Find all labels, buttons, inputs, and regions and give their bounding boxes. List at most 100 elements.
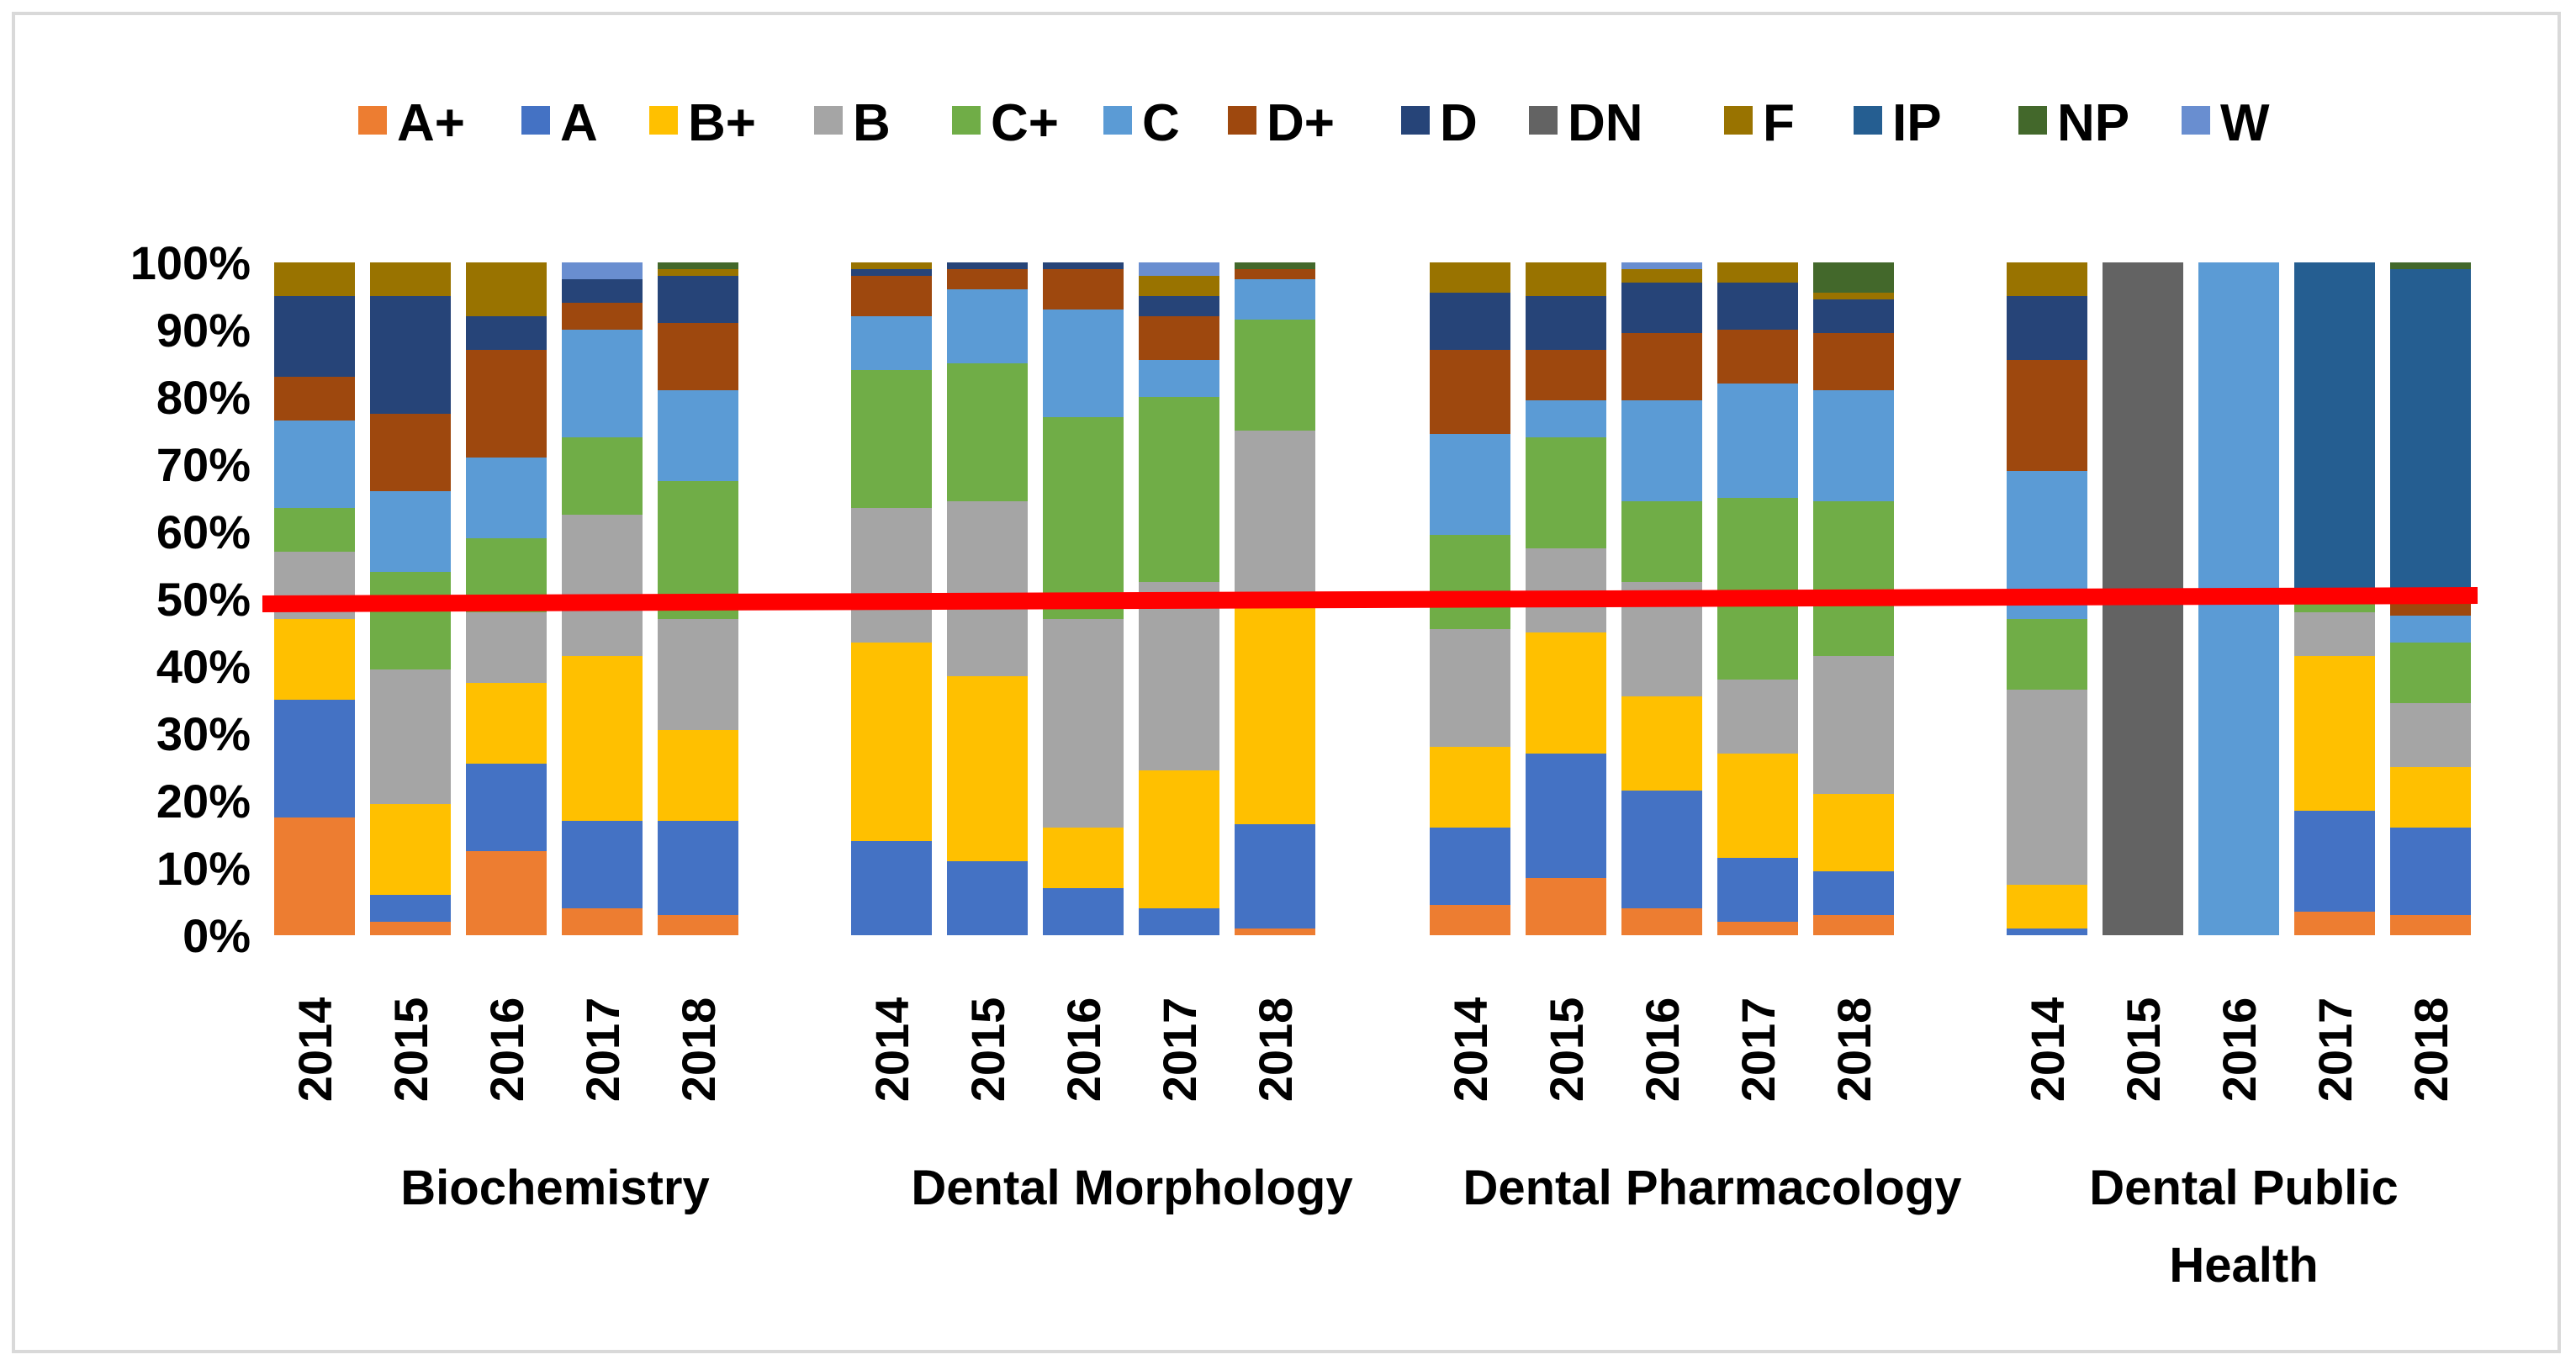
x-tick-label-year: 2017 [1153, 997, 1206, 1103]
bar-segment-dental-pharmacology-2016-W [1621, 262, 1702, 269]
bar-segment-dental-pharmacology-2014-A+ [1430, 905, 1510, 935]
bar-segment-dental-public-health-2018-C+ [2390, 643, 2471, 703]
bar-segment-dental-public-health-2014-F [2007, 262, 2087, 296]
legend-swatch-W [2182, 106, 2210, 135]
legend-swatch-B+ [649, 106, 678, 135]
legend-label-D+: D+ [1267, 94, 1335, 152]
bar-segment-dental-public-health-2017-B+ [2294, 656, 2375, 811]
bar-segment-dental-morphology-2018-C [1235, 279, 1315, 320]
bar-segment-dental-pharmacology-2018-NP [1813, 262, 1894, 293]
x-tick-label-year: 2014 [1444, 997, 1497, 1103]
bar-segment-dental-public-health-2014-B+ [2007, 885, 2087, 929]
bar-segment-dental-public-health-2014-B [2007, 690, 2087, 885]
bar-segment-dental-morphology-2016-B+ [1043, 828, 1124, 888]
y-tick-label: 20% [156, 775, 251, 828]
bar-segment-dental-public-health-2017-A+ [2294, 912, 2375, 935]
bar-segment-dental-pharmacology-2014-D [1430, 293, 1510, 350]
bar-segment-biochemistry-2017-W [562, 262, 643, 279]
bar-segment-dental-morphology-2014-D+ [851, 276, 932, 316]
bar-segment-dental-pharmacology-2015-B+ [1526, 632, 1606, 754]
x-tick-label-year: 2017 [2309, 997, 2362, 1103]
bar-segment-dental-public-health-2018-B+ [2390, 767, 2471, 828]
bar-segment-biochemistry-2018-C [658, 390, 738, 481]
x-tick-label-year: 2015 [961, 997, 1014, 1103]
bar-segment-dental-pharmacology-2017-A [1717, 858, 1798, 922]
bar-segment-biochemistry-2015-C+ [370, 572, 451, 669]
bar-segment-dental-public-health-2018-B [2390, 703, 2471, 767]
bar-segment-dental-morphology-2015-C+ [947, 363, 1028, 501]
y-tick-label: 0% [182, 909, 251, 962]
bar-segment-dental-morphology-2016-D [1043, 262, 1124, 269]
bar-segment-biochemistry-2015-A [370, 895, 451, 922]
bar-segment-dental-public-health-2018-NP [2390, 262, 2471, 269]
bar-segment-dental-public-health-2017-A [2294, 811, 2375, 912]
bar-segment-dental-morphology-2014-A [851, 841, 932, 935]
bar-segment-biochemistry-2016-A+ [466, 851, 547, 935]
bar-segment-dental-pharmacology-2017-D+ [1717, 330, 1798, 384]
bar-segment-dental-pharmacology-2018-B+ [1813, 794, 1894, 871]
bar-segment-dental-public-health-2018-C [2390, 616, 2471, 643]
bar-segment-dental-morphology-2015-D [947, 262, 1028, 269]
bar-segment-dental-pharmacology-2018-B [1813, 656, 1894, 794]
y-tick-label: 60% [156, 505, 251, 558]
bar-segment-dental-morphology-2018-A [1235, 824, 1315, 929]
legend-label-D: D [1440, 94, 1478, 152]
bar-segment-dental-pharmacology-2017-C+ [1717, 498, 1798, 680]
bar-segment-dental-morphology-2017-D+ [1139, 316, 1219, 360]
group-label: Dental Public [2089, 1161, 2398, 1215]
bar-segment-dental-morphology-2014-C+ [851, 370, 932, 508]
bar-segment-dental-morphology-2014-D [851, 269, 932, 276]
bar-segment-biochemistry-2018-B+ [658, 730, 738, 821]
x-tick-label-year: 2016 [1636, 997, 1689, 1103]
y-tick-label: 50% [156, 573, 251, 626]
bar-segment-dental-public-health-2018-A+ [2390, 915, 2471, 935]
x-tick-label-year: 2014 [288, 997, 341, 1103]
bar-segment-dental-pharmacology-2015-C [1526, 400, 1606, 437]
bar-segment-biochemistry-2016-C [466, 458, 547, 538]
bar-segment-dental-pharmacology-2015-C+ [1526, 437, 1606, 548]
bar-segment-biochemistry-2015-D [370, 296, 451, 414]
y-tick-label: 90% [156, 304, 251, 357]
bar-segment-biochemistry-2017-D+ [562, 303, 643, 330]
legend-swatch-F [1724, 106, 1753, 135]
bar-segment-dental-pharmacology-2015-D+ [1526, 350, 1606, 400]
bar-segment-biochemistry-2015-F [370, 262, 451, 296]
bar-segment-dental-morphology-2014-B+ [851, 643, 932, 841]
bar-segment-biochemistry-2014-B+ [274, 619, 355, 700]
bar-segment-dental-pharmacology-2018-A+ [1813, 915, 1894, 935]
bar-segment-dental-pharmacology-2017-A+ [1717, 922, 1798, 935]
legend-swatch-B [814, 106, 843, 135]
bar-segment-dental-public-health-2014-C+ [2007, 619, 2087, 690]
bar-segment-dental-morphology-2016-C+ [1043, 417, 1124, 619]
group-label: Dental Pharmacology [1463, 1161, 1961, 1215]
bar-segment-dental-morphology-2017-D [1139, 296, 1219, 316]
x-tick-label-year: 2016 [1057, 997, 1110, 1103]
group-label: Biochemistry [400, 1161, 709, 1215]
bar-segment-biochemistry-2018-F [658, 269, 738, 276]
bar-segment-dental-morphology-2016-D+ [1043, 269, 1124, 310]
reference-line-group [262, 587, 2478, 612]
y-tick-label: 100% [130, 236, 251, 289]
bar-segment-dental-pharmacology-2018-A [1813, 871, 1894, 915]
bar-segment-biochemistry-2018-A+ [658, 915, 738, 935]
bar-segment-dental-pharmacology-2015-D [1526, 296, 1606, 350]
chart-frame [12, 12, 2561, 1353]
bar-segment-dental-public-health-2014-D [2007, 296, 2087, 360]
bar-segment-biochemistry-2015-D+ [370, 414, 451, 491]
bar-segment-dental-pharmacology-2017-D [1717, 283, 1798, 330]
bar-segment-biochemistry-2017-B [562, 515, 643, 656]
bar-segment-biochemistry-2014-C [274, 421, 355, 508]
bar-segment-dental-public-health-2018-IP [2390, 269, 2471, 602]
bar-segment-dental-pharmacology-2018-F [1813, 293, 1894, 299]
x-tick-label-year: 2014 [865, 997, 918, 1103]
legend-label-DN: DN [1568, 94, 1643, 152]
bar-segment-dental-pharmacology-2015-F [1526, 262, 1606, 296]
bar-segment-biochemistry-2015-B+ [370, 804, 451, 895]
bar-segment-dental-morphology-2018-NP [1235, 262, 1315, 269]
bar-segment-biochemistry-2014-A+ [274, 817, 355, 935]
bar-segment-dental-pharmacology-2016-D [1621, 283, 1702, 333]
legend-label-C+: C+ [991, 94, 1059, 152]
bar-segment-dental-pharmacology-2017-F [1717, 262, 1798, 283]
bar-segment-biochemistry-2016-F [466, 262, 547, 316]
bar-segment-dental-morphology-2016-C [1043, 310, 1124, 417]
